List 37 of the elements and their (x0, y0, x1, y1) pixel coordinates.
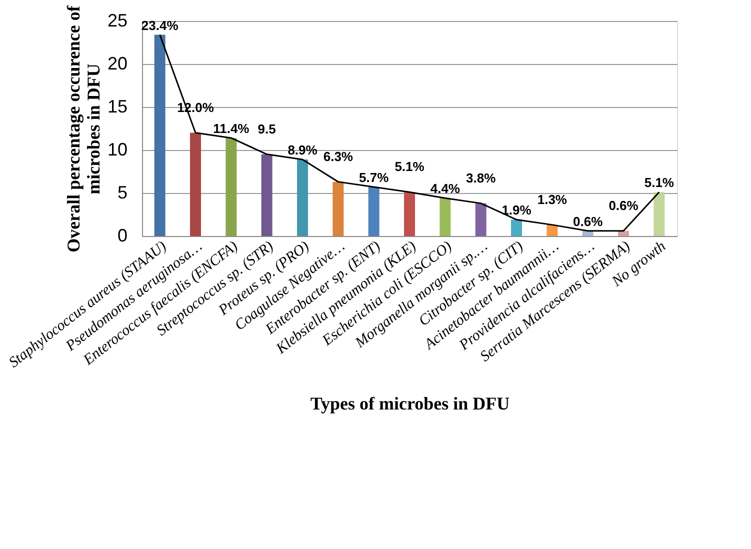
y-tick-label: 20 (107, 54, 128, 74)
data-label: 5.7% (359, 170, 390, 185)
y-tick-label: 25 (107, 10, 128, 30)
y-tick-label: 0 (117, 226, 128, 246)
bar (440, 198, 451, 236)
data-label: 5.1% (394, 159, 425, 174)
y-axis-title: Overall percentage occurence of microbes in DFU (63, 4, 104, 252)
bar (226, 138, 237, 236)
bar (154, 34, 166, 236)
bar (261, 154, 272, 236)
data-label: 23.4% (141, 18, 179, 33)
data-label: 9.5 (258, 121, 276, 136)
y-tick-label: 15 (107, 96, 128, 116)
data-label: 8.9% (288, 142, 318, 158)
x-axis-title: Types of microbes in DFU (310, 393, 510, 414)
y-tick-label: 10 (107, 140, 128, 160)
bar (582, 230, 594, 236)
data-label: 0.6% (608, 198, 639, 213)
data-label: 3.8% (466, 170, 496, 186)
data-label: 4.4% (430, 181, 460, 196)
data-label: 11.4% (213, 120, 250, 136)
bar (475, 203, 486, 236)
data-label: 0.6% (573, 214, 604, 229)
bar (404, 192, 415, 236)
bar (546, 224, 558, 236)
data-label: 5.1% (644, 175, 674, 190)
bar (618, 230, 629, 236)
bar (511, 220, 522, 236)
data-label: 1.3% (537, 192, 568, 207)
bar (368, 186, 380, 236)
y-tick-label: 5 (117, 182, 128, 202)
bar (297, 159, 308, 236)
bar (332, 182, 344, 236)
data-label: 1.9% (502, 202, 532, 218)
bar (654, 192, 665, 236)
data-label: 6.3% (323, 148, 354, 164)
bar (190, 132, 201, 236)
